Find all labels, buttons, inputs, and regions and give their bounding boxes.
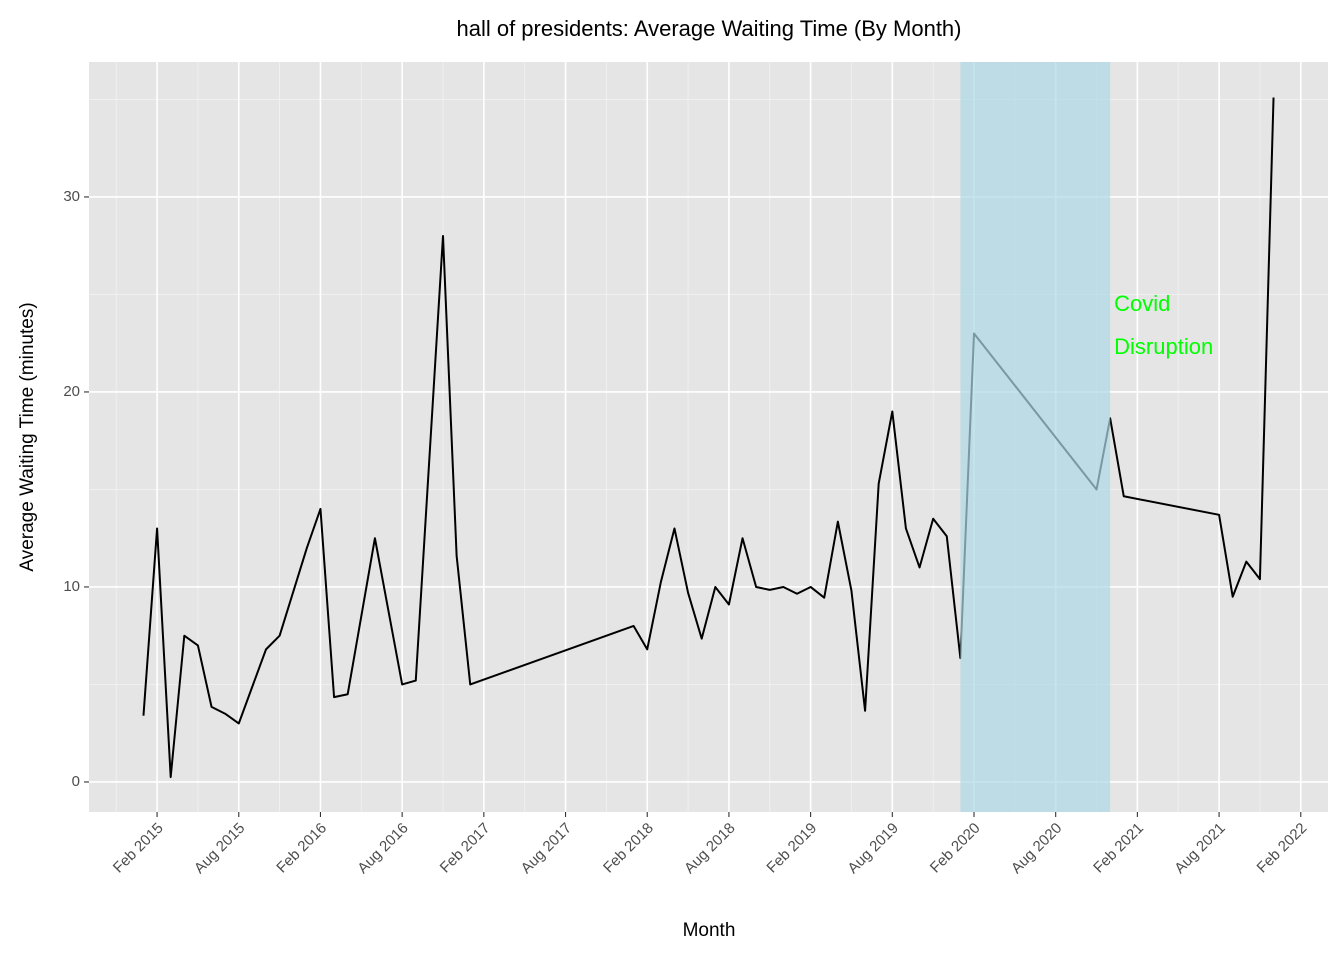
- y-tick-label: 10: [63, 578, 80, 595]
- x-tick-label: Feb 2019: [763, 820, 820, 877]
- annotation: Covid: [1114, 291, 1170, 316]
- x-tick-label: Feb 2018: [600, 820, 657, 877]
- annotation: Disruption: [1114, 334, 1213, 359]
- x-tick-label: Aug 2020: [1008, 820, 1065, 877]
- chart-title: hall of presidents: Average Waiting Time…: [456, 16, 961, 41]
- x-tick-label: Feb 2017: [437, 820, 494, 877]
- y-tick-label: 0: [72, 773, 80, 790]
- x-tick-label: Feb 2016: [273, 820, 330, 877]
- x-tick-label: Aug 2021: [1171, 820, 1228, 877]
- plot-panel: [89, 62, 1328, 812]
- x-tick-label: Aug 2015: [191, 820, 248, 877]
- x-tick-label: Aug 2016: [354, 820, 411, 877]
- x-tick-label: Feb 2015: [110, 820, 167, 877]
- y-tick-label: 30: [63, 188, 80, 205]
- x-tick-label: Aug 2018: [681, 820, 738, 877]
- x-tick-label: Feb 2020: [927, 820, 984, 877]
- x-axis-title: Month: [683, 920, 736, 941]
- x-tick-label: Feb 2021: [1090, 820, 1147, 877]
- y-tick-label: 20: [63, 383, 80, 400]
- x-tick-label: Aug 2017: [518, 820, 575, 877]
- highlight-region: [960, 62, 1111, 812]
- y-axis-title: Average Waiting Time (minutes): [17, 302, 38, 571]
- x-tick-label: Feb 2022: [1254, 820, 1311, 877]
- x-tick-label: Aug 2019: [845, 820, 902, 877]
